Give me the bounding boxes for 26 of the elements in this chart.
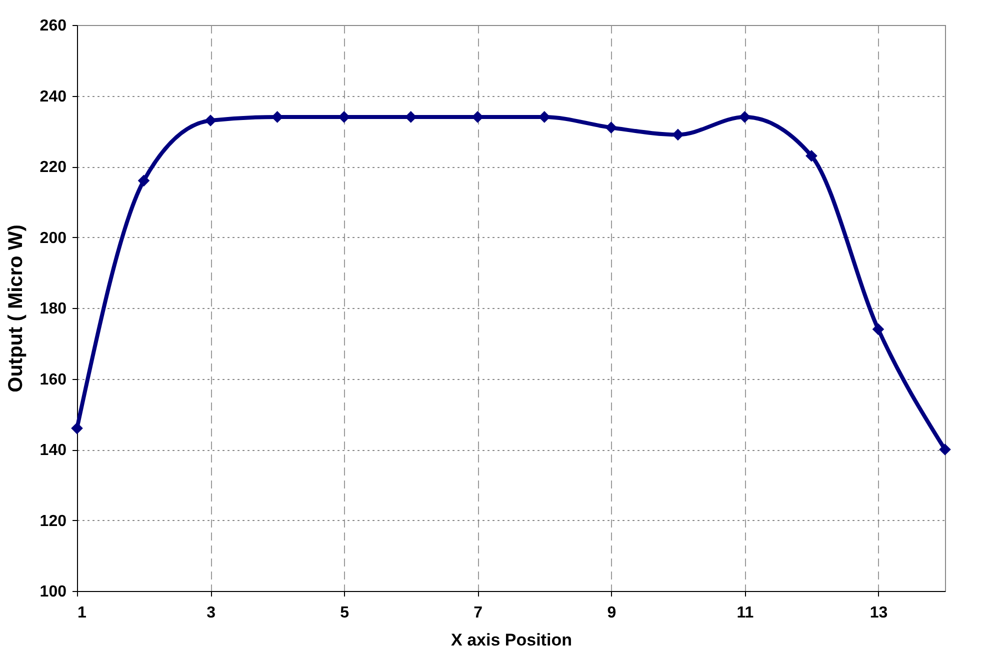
point: [672, 128, 684, 141]
y-axis-title: Output ( Micro W): [4, 224, 27, 392]
point: [939, 444, 951, 456]
y-tick-label: 100: [40, 584, 67, 600]
y-tick-label: 200: [40, 230, 67, 247]
x-tick-label: 9: [607, 604, 616, 622]
point: [138, 174, 150, 187]
point: [71, 422, 83, 434]
x-tick-label: 1: [78, 604, 86, 622]
x-tick-label: 3: [206, 604, 216, 622]
y-tick-label: 160: [40, 371, 67, 388]
point: [806, 150, 818, 162]
x-tick-label: 11: [736, 604, 754, 622]
y-tick-label: 140: [40, 442, 67, 459]
y-tick-label: 120: [40, 512, 67, 530]
x-tick-label: 7: [474, 604, 483, 622]
x-tick-label: 5: [340, 604, 350, 622]
point: [605, 122, 618, 134]
x-axis-title: X axis Position: [451, 630, 572, 650]
y-tick-label: 180: [40, 300, 67, 318]
y-tick-label: 220: [40, 159, 67, 176]
x-tick-label: 13: [870, 604, 888, 622]
point: [872, 323, 884, 336]
point: [204, 114, 216, 126]
y-tick-label: 240: [40, 88, 67, 106]
y-tick-label: 260: [40, 18, 67, 34]
